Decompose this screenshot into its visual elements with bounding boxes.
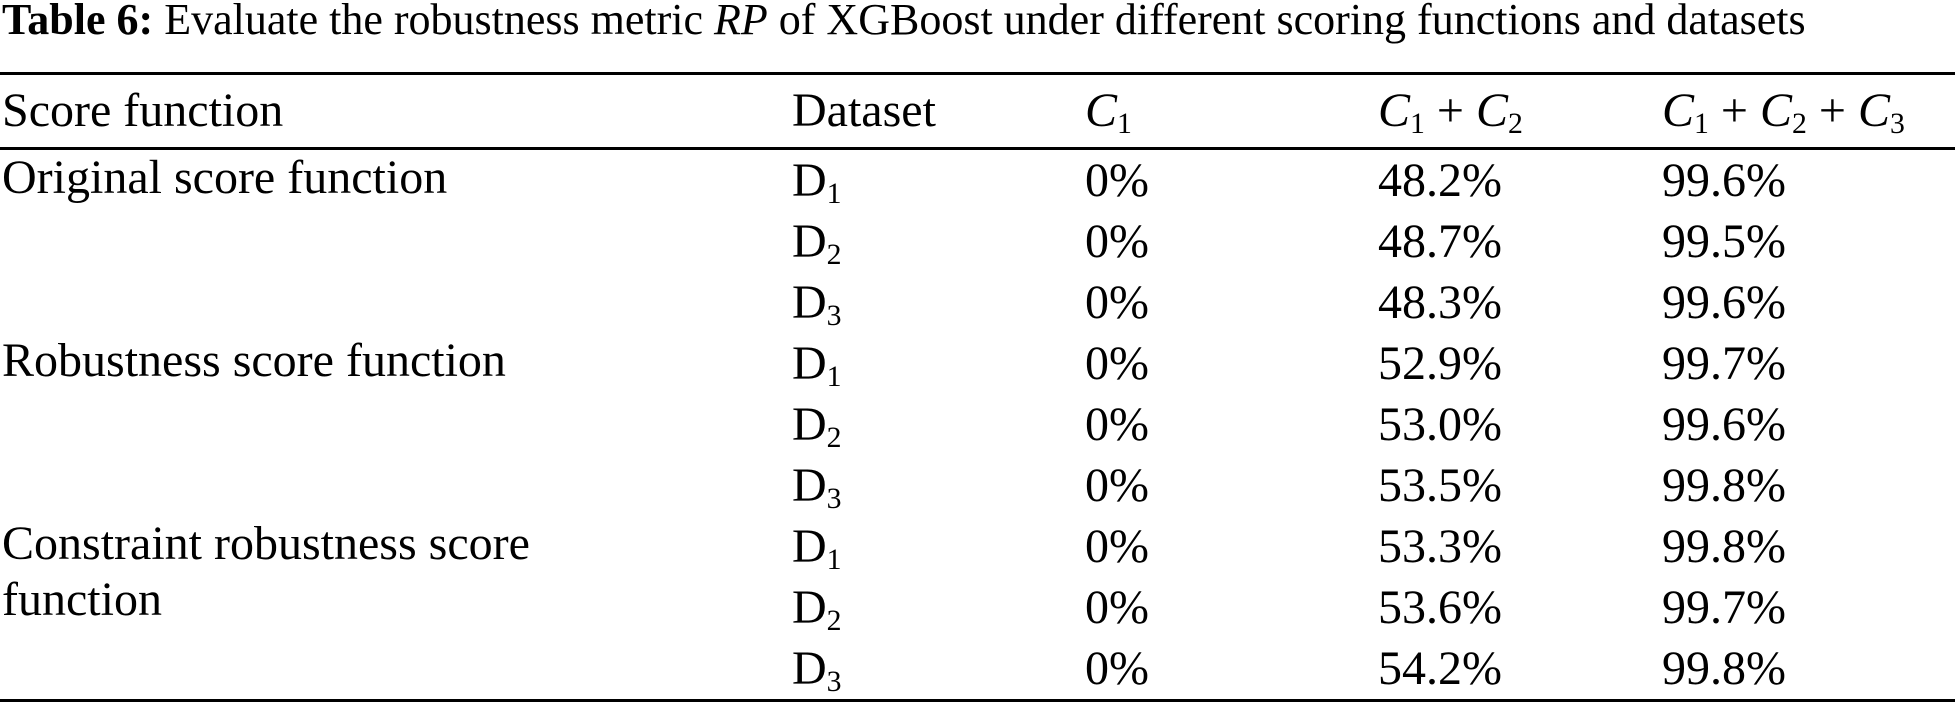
table-caption-text-after: of XGBoost under different scoring funct…	[778, 0, 1806, 44]
score-function-label: Robustness score function	[2, 334, 506, 387]
table-row: D3 0% 53.5% 99.8%	[0, 455, 1955, 516]
table-row: D2 0% 53.6% 99.7%	[0, 577, 1955, 638]
table-caption-label: Table 6:	[2, 0, 154, 44]
score-function-label: Constraint robustness score function	[2, 517, 530, 626]
c1-plus-c2-value-cell: 53.5%	[1378, 459, 1502, 512]
c1-plus-c2-plus-c3-value-cell: 99.6%	[1662, 276, 1786, 329]
column-header-dataset: Dataset	[792, 73, 1085, 150]
header-row: Score function Dataset C1 C1 + C2 C1 + C…	[0, 73, 1955, 150]
dataset-cell: D1	[792, 337, 842, 393]
table-row: D2 0% 48.7% 99.5%	[0, 211, 1955, 272]
c1-plus-c2-value-cell: 48.2%	[1378, 154, 1502, 207]
column-header-c1: C1	[1085, 73, 1378, 150]
dataset-cell: D3	[792, 459, 842, 515]
c1-plus-c2-value-cell: 48.7%	[1378, 215, 1502, 268]
c1-plus-c2-value-cell: 52.9%	[1378, 337, 1502, 390]
score-function-label: Original score function	[2, 151, 448, 204]
table-caption-text-before: Evaluate the robustness metric	[164, 0, 704, 44]
score-function-cell: Original score function	[0, 149, 792, 334]
table-caption: Table 6: Evaluate the robustness metric …	[0, 0, 1955, 42]
c1-value-cell: 0%	[1085, 642, 1149, 695]
dataset-cell: D3	[792, 642, 842, 698]
c1-value-cell: 0%	[1085, 337, 1149, 390]
results-table-body: Original score function D1 0% 48.2% 99.6% D2 0…	[0, 149, 1955, 701]
c1-plus-c2-value-cell: 48.3%	[1378, 276, 1502, 329]
results-table: Score function Dataset C1 C1 + C2 C1 + C…	[0, 72, 1955, 702]
c1-plus-c2-plus-c3-value-cell: 99.7%	[1662, 581, 1786, 634]
c1-plus-c2-value-cell: 54.2%	[1378, 642, 1502, 695]
c1-plus-c2-plus-c3-value-cell: 99.7%	[1662, 337, 1786, 390]
c1-plus-c2-value-cell: 53.3%	[1378, 520, 1502, 573]
dataset-cell: D2	[792, 215, 842, 271]
c1-plus-c2-plus-c3-value-cell: 99.6%	[1662, 398, 1786, 451]
c1-value-cell: 0%	[1085, 276, 1149, 329]
table-row: D3 0% 48.3% 99.6%	[0, 272, 1955, 333]
c1-plus-c2-value-cell: 53.6%	[1378, 581, 1502, 634]
table-row: Constraint robustness score function D1 0%…	[0, 516, 1955, 626]
table-row: D3 0% 54.2% 99.8%	[0, 638, 1955, 701]
c1-plus-c2-plus-c3-value-cell: 99.8%	[1662, 642, 1786, 695]
c1-value-cell: 0%	[1085, 459, 1149, 512]
score-function-cell: Constraint robustness score function	[0, 516, 792, 701]
dataset-cell: D1	[792, 154, 842, 210]
dataset-cell: D2	[792, 398, 842, 454]
c1-value-cell: 0%	[1085, 398, 1149, 451]
column-header-c1-plus-c2: C1 + C2	[1378, 73, 1662, 150]
dataset-cell: D1	[792, 520, 842, 576]
c1-value-cell: 0%	[1085, 154, 1149, 207]
c1-plus-c2-plus-c3-value-cell: 99.8%	[1662, 520, 1786, 573]
c1-plus-c2-value-cell: 53.0%	[1378, 398, 1502, 451]
dataset-cell: D2	[792, 581, 842, 637]
c1-value-cell: 0%	[1085, 581, 1149, 634]
c1-value-cell: 0%	[1085, 520, 1149, 573]
table-row: Original score function D1 0% 48.2% 99.6%	[0, 149, 1955, 212]
column-header-score-function: Score function	[0, 73, 792, 150]
c1-value-cell: 0%	[1085, 215, 1149, 268]
c1-plus-c2-plus-c3-value-cell: 99.5%	[1662, 215, 1786, 268]
c1-plus-c2-plus-c3-value-cell: 99.6%	[1662, 154, 1786, 207]
column-header-c1-plus-c2-plus-c3: C1 + C2 + C3	[1662, 73, 1955, 150]
c1-plus-c2-plus-c3-value-cell: 99.8%	[1662, 459, 1786, 512]
dataset-cell: D3	[792, 276, 842, 332]
table-row: Robustness score function D1 0% 52.9% 99.7%	[0, 333, 1955, 394]
score-function-cell: Robustness score function	[0, 333, 792, 516]
table-row: D2 0% 53.0% 99.6%	[0, 394, 1955, 455]
table-caption-metric: RP	[714, 0, 768, 44]
